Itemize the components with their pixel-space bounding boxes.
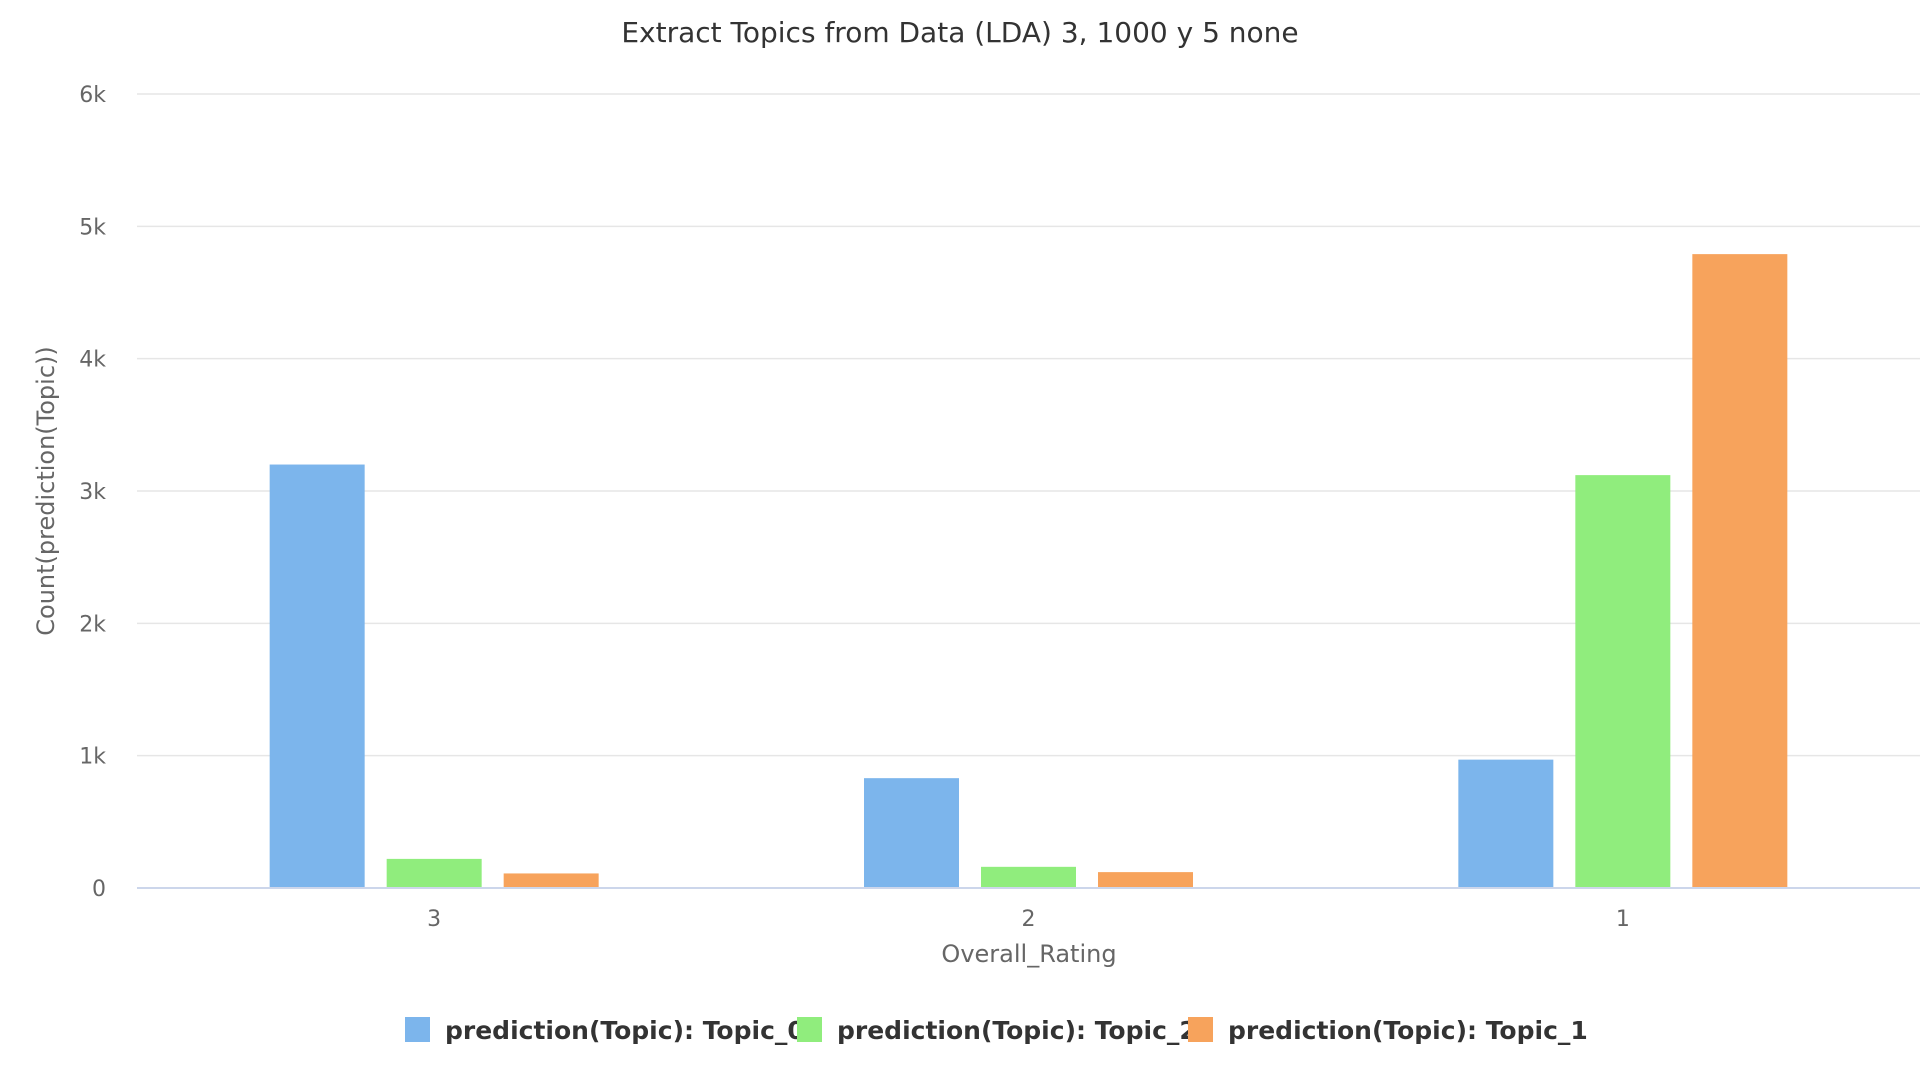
- bar-2-series-1[interactable]: [981, 866, 1076, 888]
- x-axis-title: Overall_Rating: [941, 940, 1116, 968]
- legend-swatch: [405, 1017, 430, 1042]
- bar-2-series-0[interactable]: [864, 778, 959, 888]
- y-tick-label: 2k: [79, 612, 106, 637]
- legend-label: prediction(Topic): Topic_1: [1228, 1016, 1588, 1045]
- y-tick-label: 3k: [79, 480, 106, 505]
- bar-2-series-2[interactable]: [1098, 872, 1193, 888]
- legend: prediction(Topic): Topic_0 prediction(Top…: [405, 1016, 1588, 1045]
- legend-item-2[interactable]: prediction(Topic): Topic_1: [1188, 1016, 1588, 1045]
- bar-3-series-2[interactable]: [503, 873, 599, 888]
- bar-3-series-0[interactable]: [269, 464, 365, 888]
- y-tick-label: 0: [92, 877, 106, 902]
- legend-item-1[interactable]: prediction(Topic): Topic_2: [797, 1016, 1197, 1045]
- legend-swatch: [797, 1017, 822, 1042]
- bars: [269, 254, 1788, 888]
- bar-1-series-2[interactable]: [1692, 254, 1788, 888]
- axes: 0 1k 2k 3k 4k 5k 6k 3 2 1: [79, 83, 1920, 932]
- legend-label: prediction(Topic): Topic_2: [837, 1016, 1197, 1045]
- bar-1-series-0[interactable]: [1458, 759, 1554, 888]
- y-tick-label: 1k: [79, 745, 106, 770]
- legend-item-0[interactable]: prediction(Topic): Topic_0: [405, 1016, 805, 1045]
- chart-title: Extract Topics from Data (LDA) 3, 1000 y…: [621, 16, 1298, 49]
- y-tick-label: 6k: [79, 83, 106, 108]
- legend-label: prediction(Topic): Topic_0: [445, 1016, 805, 1045]
- y-axis-title: Count(prediction(Topic)): [32, 346, 60, 636]
- y-tick-label: 4k: [79, 348, 106, 373]
- legend-swatch: [1188, 1017, 1213, 1042]
- x-tick-label: 1: [1616, 907, 1630, 932]
- bar-1-series-1[interactable]: [1575, 475, 1671, 888]
- x-tick-label: 3: [427, 907, 441, 932]
- x-tick-label: 2: [1022, 907, 1036, 932]
- y-tick-label: 5k: [79, 215, 106, 240]
- bar-3-series-1[interactable]: [386, 858, 482, 888]
